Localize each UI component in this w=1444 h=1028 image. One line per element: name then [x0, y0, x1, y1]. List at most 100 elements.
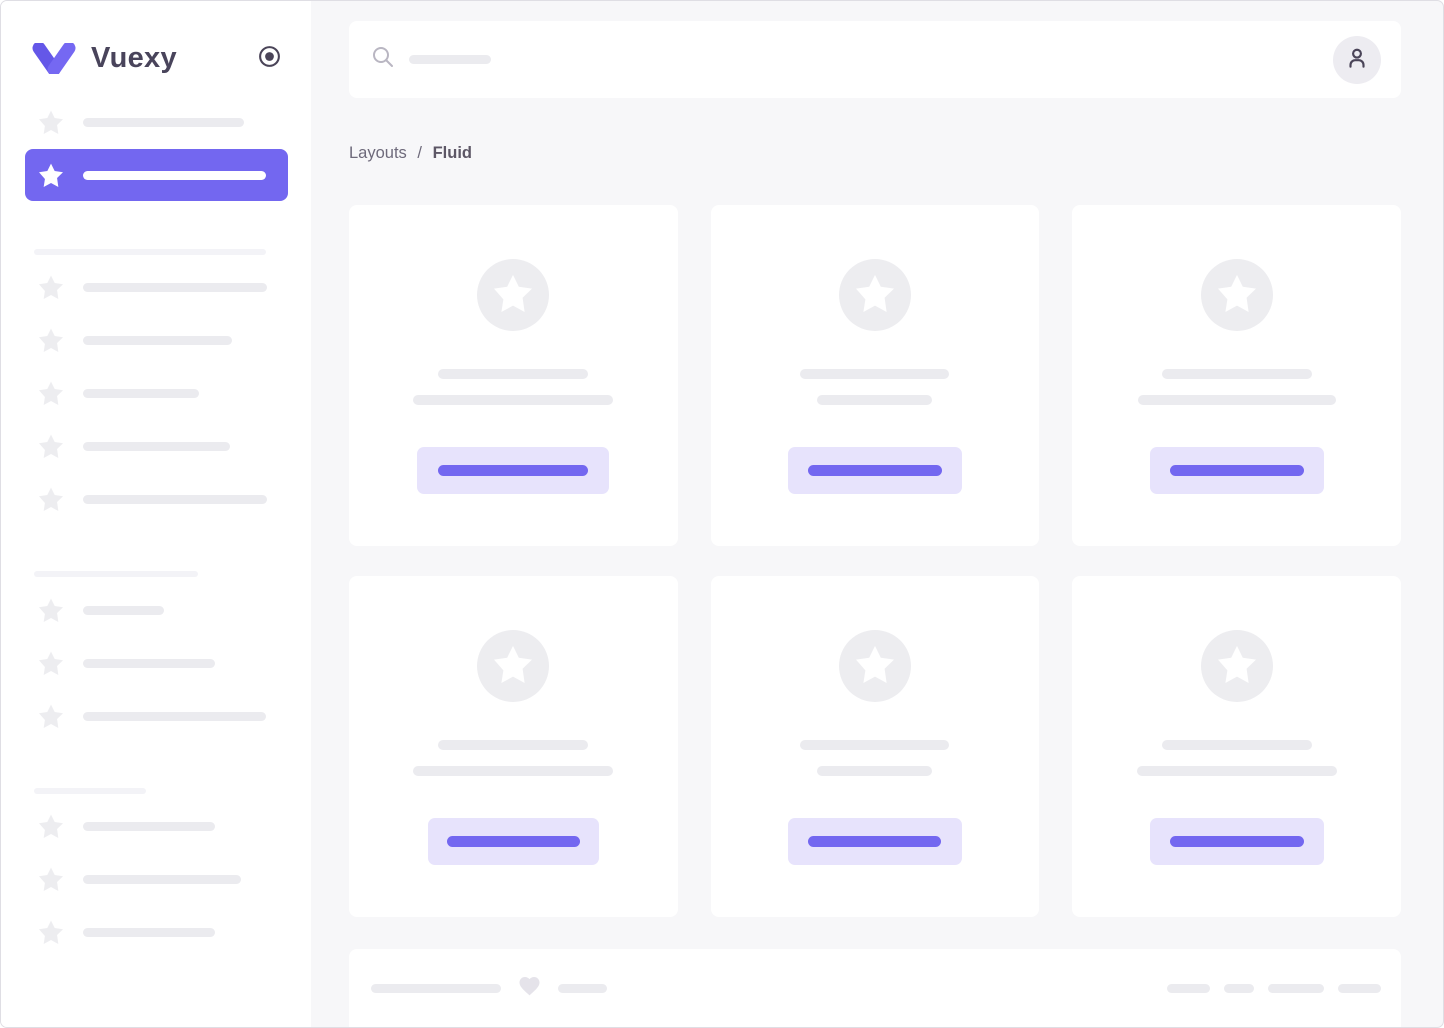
skeleton-card [710, 576, 1040, 917]
footer-right [1167, 983, 1381, 993]
sidebar-menu-item[interactable] [39, 434, 311, 458]
star-icon [1217, 274, 1256, 317]
sidebar-menu-item[interactable] [39, 487, 311, 511]
card-action-button[interactable] [427, 818, 599, 865]
sidebar-menu-item[interactable] [39, 598, 311, 622]
sidebar-menu-item[interactable] [39, 110, 311, 134]
search-placeholder-skeleton [409, 55, 491, 64]
breadcrumb: Layouts / Fluid [349, 144, 1401, 163]
card-subtitle-skeleton [1137, 395, 1336, 405]
star-icon [39, 920, 63, 944]
sidebar-menu-item-active[interactable] [25, 149, 288, 201]
footer-text-skeleton [558, 983, 607, 993]
button-label-skeleton [438, 465, 589, 476]
button-label-skeleton [446, 836, 580, 847]
menu-pin-toggle[interactable] [257, 44, 282, 72]
button-label-skeleton [807, 465, 942, 476]
sidebar-header: Vuexy [32, 34, 282, 82]
star-icon [39, 651, 63, 675]
heart-icon [516, 974, 543, 1003]
button-label-skeleton [1169, 465, 1304, 476]
skeleton-card [1072, 576, 1401, 917]
card-avatar [1200, 630, 1273, 702]
card-avatar [477, 259, 550, 331]
footer-left [371, 974, 607, 1003]
menu-label-skeleton [83, 335, 232, 345]
card-action-button[interactable] [417, 447, 610, 494]
menu-label-skeleton [83, 441, 230, 451]
sidebar-nav [1, 110, 311, 944]
menu-label-skeleton [83, 927, 215, 937]
menu-label-skeleton [83, 821, 215, 831]
menu-label-skeleton [83, 711, 266, 721]
sidebar-menu-item[interactable] [39, 328, 311, 352]
card-action-button[interactable] [1149, 447, 1324, 494]
main-content: Layouts / Fluid [311, 1, 1443, 1027]
star-icon [39, 704, 63, 728]
footer-bar [349, 949, 1401, 1027]
card-action-button[interactable] [1149, 818, 1324, 865]
skeleton-card [349, 576, 678, 917]
radio-circle-icon [257, 44, 282, 72]
star-icon [39, 487, 63, 511]
breadcrumb-separator: / [417, 144, 422, 162]
card-title-skeleton [800, 369, 950, 379]
star-icon [39, 328, 63, 352]
sidebar-menu-item[interactable] [39, 704, 311, 728]
menu-label-skeleton [83, 117, 244, 127]
menu-label-skeleton [83, 282, 267, 292]
star-icon [494, 274, 533, 317]
footer-link-skeleton [1268, 983, 1324, 993]
menu-label-skeleton [83, 605, 164, 615]
sidebar-menu-item[interactable] [39, 814, 311, 838]
card-avatar [1200, 259, 1273, 331]
menu-label-skeleton [83, 658, 215, 668]
button-label-skeleton [1169, 836, 1304, 847]
card-title-skeleton [800, 740, 950, 750]
sidebar-menu-item[interactable] [39, 275, 311, 299]
star-icon [855, 645, 894, 688]
card-subtitle-skeleton [413, 395, 614, 405]
star-icon [39, 434, 63, 458]
footer-link-skeleton [1167, 983, 1210, 993]
menu-label-skeleton [83, 494, 267, 504]
card-subtitle-skeleton [817, 766, 933, 776]
sidebar: Vuexy [1, 1, 311, 1027]
section-divider [34, 571, 198, 577]
sidebar-menu-item[interactable] [39, 867, 311, 891]
menu-label-skeleton [83, 388, 199, 398]
star-icon [855, 274, 894, 317]
card-title-skeleton [1161, 369, 1312, 379]
star-icon [39, 598, 63, 622]
header-bar [349, 21, 1401, 98]
user-avatar-button[interactable] [1333, 35, 1381, 84]
card-avatar [838, 259, 911, 331]
search-icon [371, 45, 395, 74]
card-subtitle-skeleton [1136, 766, 1337, 776]
star-icon [1217, 645, 1256, 688]
sidebar-menu-item[interactable] [39, 920, 311, 944]
star-icon [39, 814, 63, 838]
footer-link-skeleton [1338, 983, 1381, 993]
star-icon [494, 645, 533, 688]
card-subtitle-skeleton [413, 766, 614, 776]
star-icon [39, 381, 63, 405]
sidebar-menu-item[interactable] [39, 651, 311, 675]
skeleton-card [1072, 205, 1401, 546]
breadcrumb-section[interactable]: Layouts [349, 144, 407, 162]
breadcrumb-current: Fluid [432, 144, 472, 162]
vuexy-logo-icon [32, 42, 76, 74]
card-title-skeleton [438, 369, 589, 379]
card-avatar [477, 630, 550, 702]
skeleton-card [710, 205, 1040, 546]
card-action-button[interactable] [787, 447, 962, 494]
card-action-button[interactable] [787, 818, 962, 865]
footer-link-skeleton [1224, 983, 1254, 993]
menu-label-skeleton [83, 170, 266, 180]
card-avatar [838, 630, 911, 702]
sidebar-menu-item[interactable] [39, 381, 311, 405]
star-icon [39, 163, 63, 187]
search-input[interactable] [371, 45, 1333, 74]
section-divider [34, 249, 266, 255]
